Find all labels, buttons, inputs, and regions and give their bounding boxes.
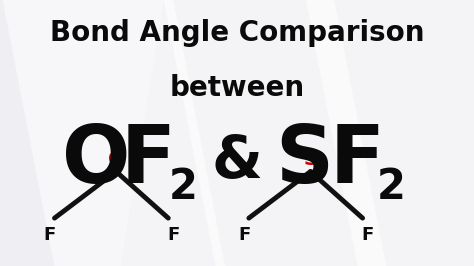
Text: S: S <box>275 122 333 200</box>
Polygon shape <box>303 0 474 266</box>
Text: S: S <box>303 150 318 169</box>
Text: F: F <box>121 122 176 200</box>
Text: F: F <box>361 226 374 244</box>
Text: O: O <box>62 122 130 200</box>
Polygon shape <box>161 0 389 266</box>
Text: 2: 2 <box>168 166 197 208</box>
Text: O: O <box>108 150 125 169</box>
Polygon shape <box>0 0 228 266</box>
Text: F: F <box>238 226 250 244</box>
Text: 2: 2 <box>377 166 406 208</box>
Text: F: F <box>44 226 56 244</box>
Text: &: & <box>211 133 263 190</box>
Text: F: F <box>329 122 384 200</box>
Text: Bond Angle Comparison: Bond Angle Comparison <box>50 19 424 47</box>
Polygon shape <box>0 0 166 266</box>
Text: between: between <box>169 74 305 102</box>
Text: F: F <box>167 226 179 244</box>
